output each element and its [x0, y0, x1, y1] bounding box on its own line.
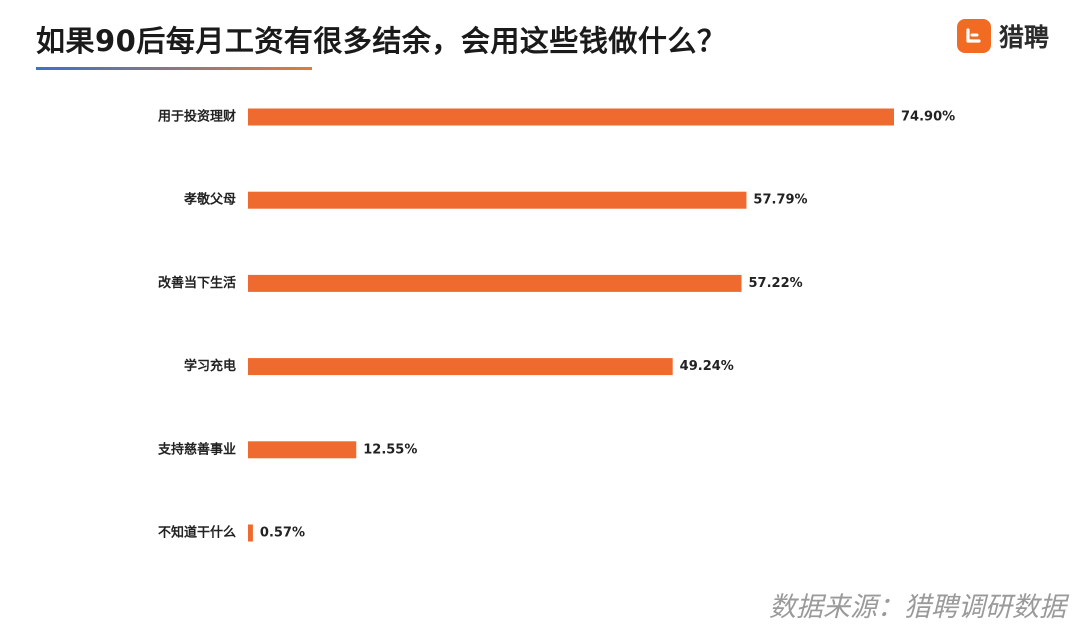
bar	[248, 524, 253, 542]
category-label: 不知道干什么	[158, 525, 236, 541]
bar	[248, 108, 894, 126]
category-label: 用于投资理财	[157, 109, 236, 125]
value-label: 49.24%	[680, 359, 734, 374]
category-label: 支持慈善事业	[157, 441, 236, 457]
brand-logo: 猎聘	[957, 18, 1049, 54]
value-label: 57.22%	[749, 276, 803, 291]
category-label: 改善当下生活	[158, 275, 236, 291]
value-label: 0.57%	[260, 526, 305, 541]
value-label: 57.79%	[753, 193, 807, 208]
value-label: 12.55%	[363, 442, 417, 457]
title-underline	[36, 67, 312, 70]
bar	[248, 441, 357, 459]
value-label: 74.90%	[901, 110, 955, 125]
bar	[248, 358, 673, 376]
brand-name: 猎聘	[999, 23, 1050, 52]
chart-title: 如果90后每月工资有很多结余，会用这些钱做什么？	[36, 24, 727, 58]
bar	[248, 274, 742, 292]
liepin-logo-icon	[957, 19, 991, 53]
bar	[248, 191, 747, 209]
category-label: 孝敬父母	[183, 192, 236, 208]
data-source: 数据来源：猎聘调研数据	[769, 592, 1066, 623]
category-label: 学习充电	[184, 358, 236, 374]
